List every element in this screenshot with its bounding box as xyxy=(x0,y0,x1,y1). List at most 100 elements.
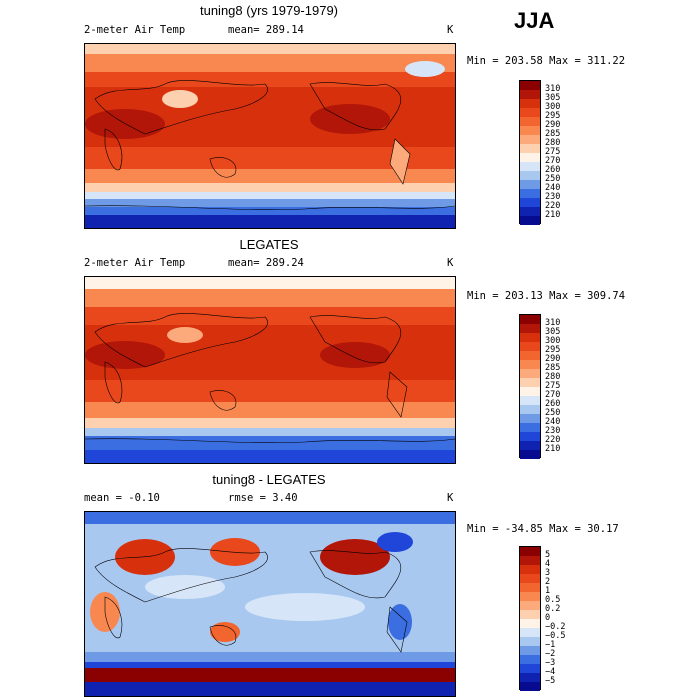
colorbar-tick-label: 230 xyxy=(545,192,561,202)
colorbar-tick-label: 240 xyxy=(545,183,561,193)
colorbar-tick-label: 300 xyxy=(545,102,561,112)
colorbar-swatch xyxy=(520,646,540,655)
colorbar-swatch xyxy=(520,369,540,378)
panel-1-map-svg xyxy=(85,44,455,228)
colorbar-tick-label: 310 xyxy=(545,84,561,94)
colorbar-swatch xyxy=(520,673,540,682)
panel-1-colorbar-swatches xyxy=(519,80,541,225)
colorbar-swatch xyxy=(520,126,540,135)
colorbar-tick-label: 2 xyxy=(545,577,551,587)
colorbar-tick-label: 260 xyxy=(545,165,561,175)
panel-2-title: LEGATES xyxy=(239,237,299,252)
colorbar-swatch xyxy=(520,216,540,225)
colorbar-swatch xyxy=(520,423,540,432)
panel-3-mean: mean = -0.10 xyxy=(84,492,160,504)
colorbar-tick-label: −5 xyxy=(545,676,556,686)
panel-1-variable: 2-meter Air Temp xyxy=(84,24,186,36)
colorbar-swatch xyxy=(520,387,540,396)
colorbar-swatch xyxy=(520,153,540,162)
panel-2-map xyxy=(84,276,456,464)
panel-3-title: tuning8 - LEGATES xyxy=(212,472,326,487)
panel-3-rmse: rmse = 3.40 xyxy=(228,492,298,504)
colorbar-tick-label: 270 xyxy=(545,390,561,400)
panel-2-mean: mean= 289.24 xyxy=(228,257,304,269)
colorbar-tick-label: −3 xyxy=(545,658,556,668)
colorbar-swatch xyxy=(520,396,540,405)
colorbar-swatch xyxy=(520,565,540,574)
colorbar-tick-label: 5 xyxy=(545,550,551,560)
colorbar-tick-label: 0.2 xyxy=(545,604,561,614)
colorbar-tick-label: 230 xyxy=(545,426,561,436)
colorbar-tick-label: 0 xyxy=(545,613,551,623)
colorbar-tick-label: 305 xyxy=(545,327,561,337)
colorbar-swatch xyxy=(520,171,540,180)
colorbar-tick-label: 250 xyxy=(545,408,561,418)
colorbar-tick-label: 250 xyxy=(545,174,561,184)
colorbar-swatch xyxy=(520,342,540,351)
panel-2-minmax: Min = 203.13 Max = 309.74 xyxy=(467,290,626,302)
colorbar-tick-label: 290 xyxy=(545,354,561,364)
colorbar-swatch xyxy=(520,682,540,691)
panel-1-mean: mean= 289.14 xyxy=(228,24,304,36)
colorbar-tick-label: 290 xyxy=(545,120,561,130)
colorbar-swatch xyxy=(520,99,540,108)
panel-1-title: tuning8 (yrs 1979-1979) xyxy=(199,3,339,18)
colorbar-swatch xyxy=(520,574,540,583)
colorbar-swatch xyxy=(520,432,540,441)
colorbar-swatch xyxy=(520,378,540,387)
colorbar-swatch xyxy=(520,108,540,117)
colorbar-swatch xyxy=(520,547,540,556)
colorbar-swatch xyxy=(520,601,540,610)
panel-2-variable: 2-meter Air Temp xyxy=(84,257,186,269)
colorbar-tick-label: 270 xyxy=(545,156,561,166)
colorbar-swatch xyxy=(520,135,540,144)
colorbar-swatch xyxy=(520,351,540,360)
panel-2-map-svg xyxy=(85,277,455,463)
panel-1-minmax: Min = 203.58 Max = 311.22 xyxy=(467,55,626,67)
colorbar-swatch xyxy=(520,360,540,369)
colorbar-tick-label: 3 xyxy=(545,568,551,578)
colorbar-swatch xyxy=(520,628,540,637)
colorbar-tick-label: −2 xyxy=(545,649,556,659)
panel-3-map xyxy=(84,511,456,697)
colorbar-tick-label: 295 xyxy=(545,345,561,355)
colorbar-tick-label: 220 xyxy=(545,201,561,211)
colorbar-swatch xyxy=(520,90,540,99)
colorbar-tick-label: 0.5 xyxy=(545,595,561,605)
colorbar-tick-label: −1 xyxy=(545,640,556,650)
colorbar-swatch xyxy=(520,189,540,198)
colorbar-swatch xyxy=(520,180,540,189)
panel-2-colorbar-swatches xyxy=(519,314,541,459)
colorbar-tick-label: 310 xyxy=(545,318,561,328)
colorbar-tick-label: 220 xyxy=(545,435,561,445)
colorbar-tick-label: 280 xyxy=(545,372,561,382)
colorbar-swatch xyxy=(520,450,540,459)
colorbar-swatch xyxy=(520,81,540,90)
colorbar-tick-label: 4 xyxy=(545,559,551,569)
colorbar-swatch xyxy=(520,655,540,664)
colorbar-swatch xyxy=(520,664,540,673)
panel-3-minmax: Min = -34.85 Max = 30.17 xyxy=(467,523,619,535)
colorbar-tick-label: 210 xyxy=(545,210,561,220)
colorbar-tick-label: 280 xyxy=(545,138,561,148)
colorbar-tick-label: −0.2 xyxy=(545,622,566,632)
colorbar-swatch xyxy=(520,556,540,565)
colorbar-tick-label: 240 xyxy=(545,417,561,427)
panel-3-units: K xyxy=(447,492,454,504)
colorbar-swatch xyxy=(520,117,540,126)
colorbar-swatch xyxy=(520,207,540,216)
colorbar-swatch xyxy=(520,405,540,414)
colorbar-tick-label: 300 xyxy=(545,336,561,346)
colorbar-swatch xyxy=(520,610,540,619)
colorbar-tick-label: −0.5 xyxy=(545,631,566,641)
colorbar-tick-label: 275 xyxy=(545,147,561,157)
colorbar-swatch xyxy=(520,637,540,646)
colorbar-swatch xyxy=(520,619,540,628)
panel-3-colorbar-swatches xyxy=(519,546,541,691)
colorbar-swatch xyxy=(520,198,540,207)
colorbar-swatch xyxy=(520,144,540,153)
colorbar-tick-label: 260 xyxy=(545,399,561,409)
panel-3-map-svg xyxy=(85,512,455,696)
colorbar-tick-label: 1 xyxy=(545,586,551,596)
panel-2-units: K xyxy=(447,257,454,269)
